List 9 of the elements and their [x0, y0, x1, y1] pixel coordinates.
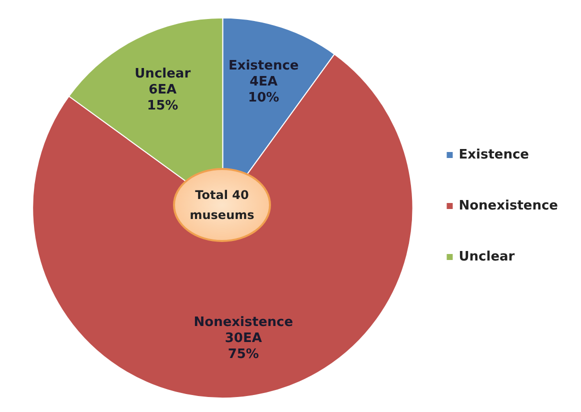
data-label: 30EA 75% [224, 331, 262, 362]
data-label: 4EA 10% [248, 74, 280, 106]
data-label: 6EA 15% [147, 82, 178, 114]
slice-label: Nonexistence [194, 315, 294, 330]
legend-label: Unclear [458, 250, 516, 264]
legend-label: Existence [458, 148, 530, 162]
legend-label: Nonexistence [458, 198, 558, 214]
slice-label: Unclear [134, 66, 192, 82]
slice-label: Existence [228, 58, 299, 74]
